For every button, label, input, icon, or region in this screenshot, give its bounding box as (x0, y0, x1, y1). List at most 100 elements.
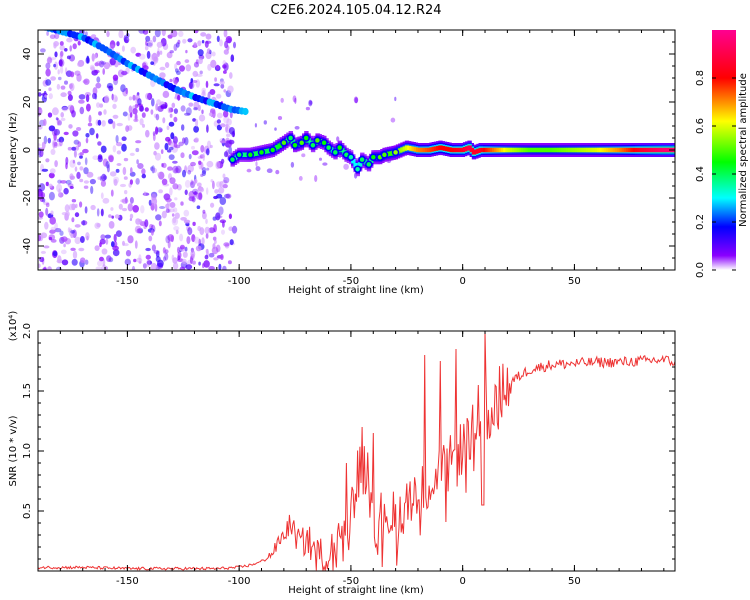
spectrogram-noise-blob (44, 94, 47, 98)
spectrogram-noise-blob (182, 251, 188, 258)
spectrogram-noise-blob (87, 122, 93, 127)
spectrogram-trace-cell (465, 146, 470, 151)
spectrogram-noise-blob (122, 240, 125, 246)
spectrogram-trace-point (391, 148, 400, 157)
spectrogram-noise-blob (102, 258, 106, 267)
spectrogram-noise-blob (147, 92, 153, 101)
spectrogram-noise-blob (193, 179, 197, 186)
spectrogram-noise-blob (159, 128, 163, 133)
spectrogram-noise-blob (61, 105, 68, 111)
spectrogram-trace-cell (500, 147, 506, 153)
spectrogram-noise-blob (95, 266, 103, 270)
spectrogram-noise-blob (169, 78, 173, 83)
spectrogram-noise-blob (49, 168, 56, 174)
spectrogram-noise-blob (114, 96, 118, 102)
spectrogram-noise-blob (121, 136, 127, 141)
spectrogram-noise-blob (144, 107, 149, 112)
spectrogram-noise-blob (319, 157, 322, 161)
spectrogram-trace-cell (505, 147, 510, 153)
spectrogram-noise-blob (111, 241, 115, 248)
spectrogram-trace-cell (483, 147, 488, 153)
spectrogram-trace-cell (241, 152, 246, 157)
spectrogram-noise-blob (104, 95, 110, 104)
colorbar: 0.0 0.2 0.4 0.6 0.8 Normalized spectral ampl… (695, 30, 749, 278)
spectrogram-noise-blob (67, 183, 74, 188)
spectrogram-noise-blob (120, 199, 127, 203)
spectrogram-noise-blob (205, 33, 212, 40)
spectrogram-noise-blob (177, 251, 182, 259)
spectrogram-noise-blob (132, 205, 139, 213)
spectrogram-noise-blob (201, 40, 205, 44)
spectrogram-noise-blob (100, 180, 106, 187)
spectrogram-trace-point (302, 134, 310, 142)
spectrogram-noise-blob (154, 152, 162, 161)
spectrogram-noise-blob (63, 131, 69, 136)
spectrogram-noise-blob (43, 118, 47, 126)
spectrogram-noise-blob (322, 162, 328, 166)
spectrogram-noise-blob (60, 112, 64, 118)
spectrogram-noise-blob (77, 40, 81, 46)
spectrogram-noise-blob (78, 247, 85, 252)
spectrogram-x-axis-label: Height of straight line (km) (288, 285, 424, 296)
spectrogram-noise-blob (151, 244, 156, 252)
spectrogram-noise-blob (48, 236, 53, 241)
spectrogram-noise-blob (89, 178, 96, 185)
spectrogram-noise-blob (225, 123, 229, 128)
spectrogram-trace-cell (467, 145, 472, 150)
spectrogram-noise-blob (72, 159, 76, 164)
spectrogram-noise-blob (120, 84, 126, 93)
spectrogram-noise-blob (184, 59, 190, 63)
spectrogram-trace-cell (623, 147, 629, 153)
spectrogram-noise-blob (56, 83, 61, 90)
spectrogram-noise-blob (225, 193, 232, 199)
colorbar-tick-label: 0.4 (695, 166, 706, 182)
spectrogram-noise-blob (169, 187, 173, 196)
spectrogram-noise-blob (123, 157, 129, 162)
spectrogram-noise-blob (145, 254, 151, 260)
spectrogram-noise-blob (156, 50, 160, 58)
spectrogram-trace-cell (458, 147, 463, 153)
spectrogram-noise-blob (161, 163, 164, 168)
spectrogram-noise-blob (129, 152, 135, 156)
colorbar-tick-label: 0.6 (695, 118, 706, 134)
spectrogram-noise-blob (193, 125, 200, 133)
spectrogram-noise-blob (40, 48, 46, 53)
spectrogram-noise-blob (179, 65, 185, 72)
colorbar-tick-label: 0.2 (695, 214, 706, 230)
spectrogram-noise-blob (106, 30, 110, 38)
spectrogram-trace-cell (516, 147, 521, 153)
spectrogram-noise-blob (119, 183, 127, 188)
spectrogram-noise-blob (160, 149, 164, 155)
spectrogram-noise-blob (210, 202, 215, 208)
spectrogram-noise-blob (50, 76, 56, 81)
spectrogram-noise-blob (220, 254, 224, 260)
spectrogram-noise-blob (158, 220, 162, 227)
spectrogram-noise-blob (165, 197, 172, 203)
spectrogram-noise-blob (214, 239, 217, 244)
spectrogram-trace-cell (643, 147, 649, 153)
spectrogram-noise-blob (85, 133, 90, 138)
spectrogram-noise-blob (83, 167, 89, 175)
spectrogram-trace-cell (565, 147, 571, 153)
spectrogram-trace-cell (243, 152, 249, 157)
spectrogram-noise-blob (57, 69, 60, 75)
spectrogram-noise-blob (170, 132, 175, 140)
spectrogram-noise-blob (124, 258, 131, 266)
spectrogram-noise-blob (112, 114, 119, 119)
spectrogram-noise-blob (70, 247, 76, 251)
spectrogram-noise-blob (72, 130, 79, 137)
snr-x-ticks: -150 -100 -50 0 50 (37, 331, 665, 587)
spectrogram-noise-blob (206, 124, 209, 133)
spectrogram-noise-blob (192, 260, 196, 265)
spectrogram-noise-blob (60, 180, 67, 184)
spectrogram-noise-blob (134, 240, 138, 249)
spectrogram-noise-blob (155, 266, 159, 270)
spectrogram-noise-blob (199, 70, 203, 75)
spectrogram-noise-blob (196, 182, 202, 187)
spectrogram-noise-blob (165, 208, 170, 213)
spectrogram-noise-blob (206, 187, 209, 195)
spectrogram-noise-blob (101, 248, 108, 255)
spectrogram-noise-blob (168, 173, 172, 180)
spectrogram-noise-blob (118, 30, 124, 39)
x-tick-label: 50 (568, 576, 581, 587)
